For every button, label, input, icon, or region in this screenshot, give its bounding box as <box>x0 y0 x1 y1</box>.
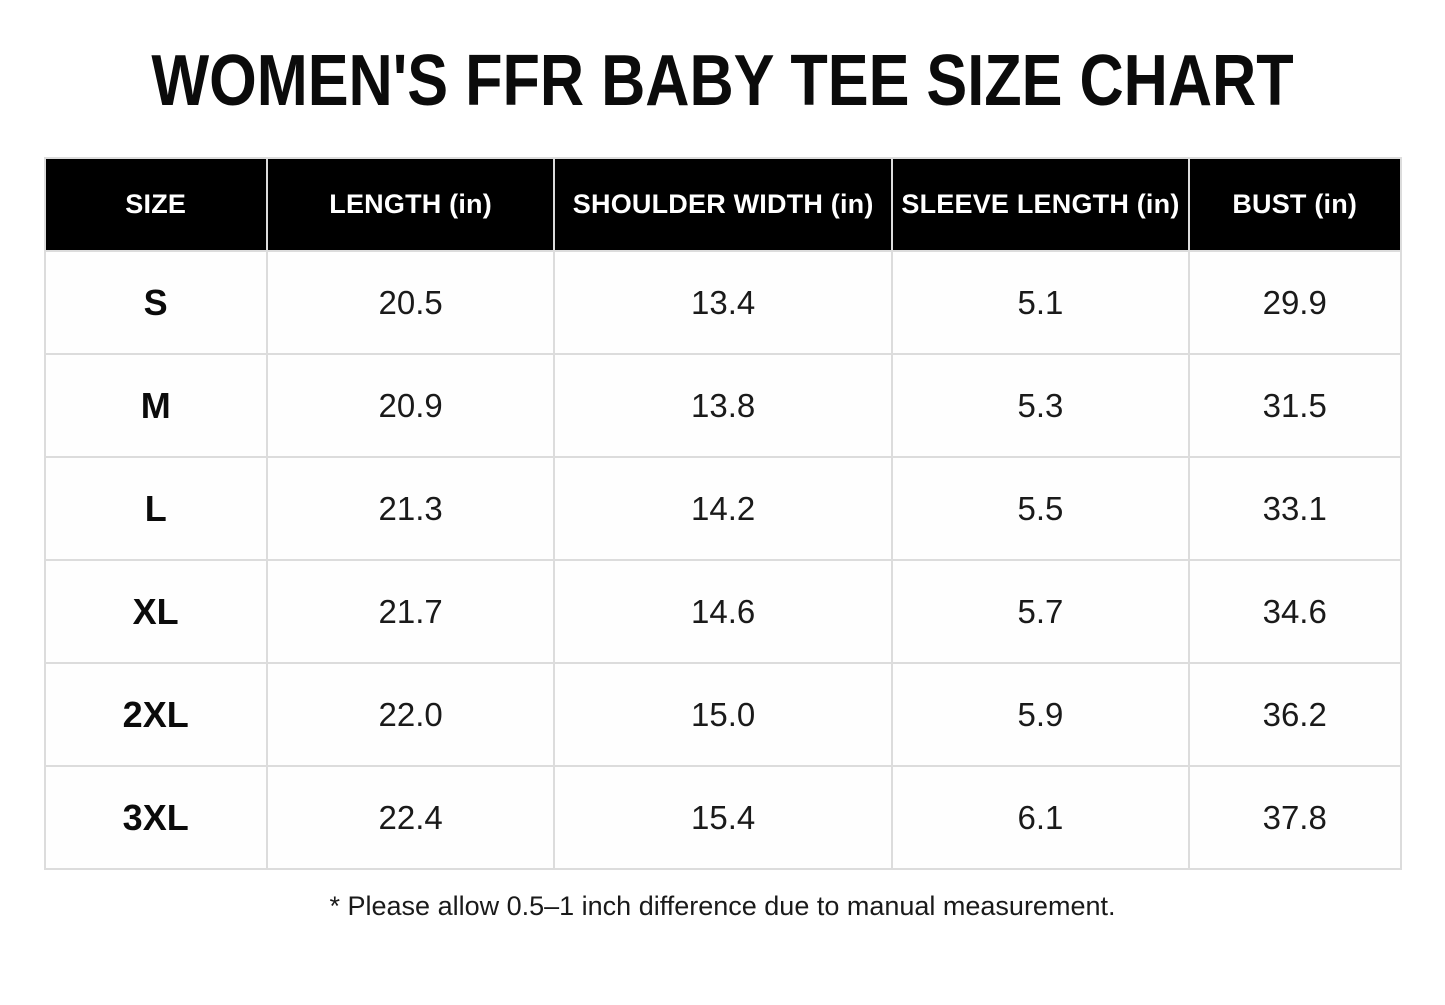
size-cell: 3XL <box>43 765 268 870</box>
measurement-cell: 5.9 <box>890 662 1190 767</box>
size-cell: XL <box>43 559 268 664</box>
table-row: S 20.5 13.4 5.1 29.9 <box>43 250 1402 355</box>
table-header-row: SIZE LENGTH (in) SHOULDER WIDTH (in) SLEEVE… <box>43 157 1402 252</box>
size-cell: S <box>43 250 268 355</box>
measurement-cell: 5.1 <box>890 250 1190 355</box>
measurement-footnote: * Please allow 0.5–1 inch difference due… <box>329 891 1116 921</box>
table-row: L 21.3 14.2 5.5 33.1 <box>43 456 1402 561</box>
column-header: SIZE <box>43 157 268 252</box>
page-title: WOMEN'S FFR BABY TEE SIZE CHART <box>151 41 1294 121</box>
measurement-cell: 5.3 <box>890 353 1190 458</box>
measurement-cell: 20.9 <box>265 353 556 458</box>
size-cell: L <box>43 456 268 561</box>
column-header: BUST (in) <box>1187 157 1402 252</box>
measurement-cell: 37.8 <box>1187 765 1402 870</box>
measurement-cell: 22.4 <box>265 765 556 870</box>
measurement-cell: 21.7 <box>265 559 556 664</box>
measurement-cell: 5.7 <box>890 559 1190 664</box>
table-row: XL 21.7 14.6 5.7 34.6 <box>43 559 1402 664</box>
measurement-cell: 21.3 <box>265 456 556 561</box>
measurement-cell: 5.5 <box>890 456 1190 561</box>
measurement-cell: 15.0 <box>553 662 893 767</box>
measurement-cell: 15.4 <box>553 765 893 870</box>
table-row: M 20.9 13.8 5.3 31.5 <box>43 353 1402 458</box>
size-chart-table: SIZE LENGTH (in) SHOULDER WIDTH (in) SLEEVE… <box>43 157 1402 870</box>
column-header: SHOULDER WIDTH (in) <box>553 157 893 252</box>
measurement-cell: 6.1 <box>890 765 1190 870</box>
measurement-cell: 31.5 <box>1187 353 1402 458</box>
measurement-cell: 36.2 <box>1187 662 1402 767</box>
measurement-cell: 20.5 <box>265 250 556 355</box>
size-cell: M <box>43 353 268 458</box>
column-header: LENGTH (in) <box>265 157 556 252</box>
table-row: 2XL 22.0 15.0 5.9 36.2 <box>43 662 1402 767</box>
measurement-cell: 14.2 <box>553 456 893 561</box>
column-header: SLEEVE LENGTH (in) <box>890 157 1190 252</box>
measurement-cell: 33.1 <box>1187 456 1402 561</box>
measurement-cell: 13.4 <box>553 250 893 355</box>
measurement-cell: 34.6 <box>1187 559 1402 664</box>
size-cell: 2XL <box>43 662 268 767</box>
table-row: 3XL 22.4 15.4 6.1 37.8 <box>43 765 1402 870</box>
measurement-cell: 22.0 <box>265 662 556 767</box>
measurement-cell: 29.9 <box>1187 250 1402 355</box>
size-chart-page: WOMEN'S FFR BABY TEE SIZE CHART SIZE LENG… <box>0 42 1445 1005</box>
measurement-cell: 14.6 <box>553 559 893 664</box>
measurement-cell: 13.8 <box>553 353 893 458</box>
